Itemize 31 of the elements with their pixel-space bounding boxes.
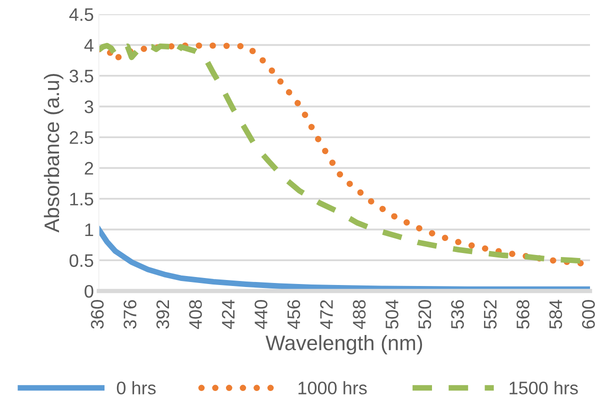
- x-tick-label: 552: [484, 300, 497, 329]
- x-tick-label: 520: [418, 300, 432, 329]
- y-tick-label: 1.5: [70, 192, 94, 206]
- x-tick-label: 456: [287, 300, 300, 330]
- x-tick-label: 424: [222, 300, 234, 330]
- x-tick-label: 488: [352, 300, 366, 330]
- y-axis-title: Absorbance (a.u): [44, 74, 64, 232]
- y-tick-label: 2: [84, 162, 94, 175]
- x-tick-label: 600: [582, 300, 595, 329]
- x-tick-label: 440: [254, 300, 268, 330]
- y-tick-label: 1: [85, 224, 94, 236]
- y-tick-label: 0: [84, 284, 94, 298]
- y-tick-label: 4: [84, 39, 94, 52]
- y-tick-label: 3.5: [70, 70, 94, 82]
- y-tick-label: 3: [84, 100, 94, 114]
- x-tick-label: 568: [516, 300, 530, 329]
- legend-label: 0 hrs: [116, 381, 156, 394]
- legend-label: 1000 hrs: [298, 381, 367, 394]
- x-tick-label: 376: [124, 300, 136, 329]
- x-axis-title: Wavelength (nm): [266, 335, 422, 354]
- x-tick-label: 392: [156, 300, 170, 329]
- x-tick-label: 536: [451, 300, 464, 329]
- y-tick-label: 4.5: [69, 8, 94, 21]
- y-tick-label: 2.5: [70, 131, 94, 144]
- x-tick-label: 408: [189, 300, 202, 330]
- y-tick-label: 0.5: [70, 254, 94, 267]
- x-tick-label: 360: [90, 300, 104, 329]
- legend-label: 1500 hrs: [510, 381, 578, 394]
- x-tick-label: 472: [320, 300, 333, 330]
- x-tick-label: 504: [386, 300, 398, 329]
- x-tick-label: 584: [549, 300, 562, 329]
